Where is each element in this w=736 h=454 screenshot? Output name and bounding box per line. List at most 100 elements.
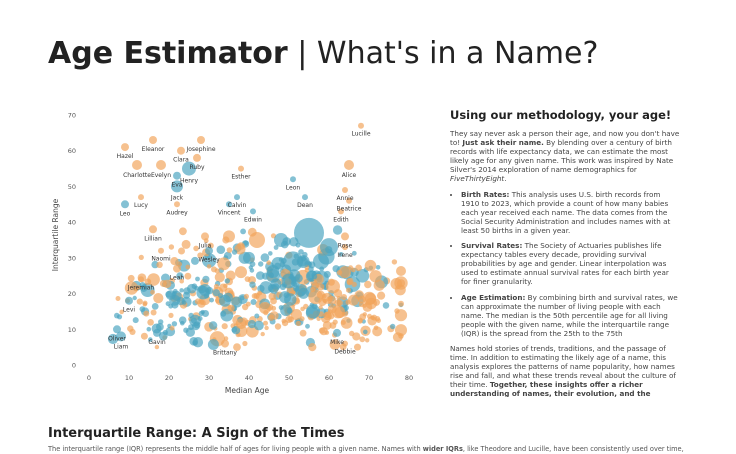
bubble-point — [298, 249, 304, 255]
bubble-point — [214, 272, 225, 283]
bubble-point — [231, 327, 237, 333]
bubble-point — [170, 257, 179, 266]
name-label: Eleanor — [142, 146, 165, 153]
bubble-point — [235, 266, 247, 279]
name-point — [149, 136, 157, 144]
bubble-point — [168, 312, 174, 318]
name-label: Julia — [198, 242, 212, 249]
name-label: Wesley — [198, 257, 220, 264]
methodology-list: Birth Rates: This analysis uses U.S. bir… — [450, 190, 680, 338]
name-point — [338, 208, 344, 215]
bubble-point — [340, 317, 353, 329]
bubble-point — [339, 266, 351, 279]
name-label: Debbie — [334, 349, 356, 356]
bubble-point — [168, 244, 175, 250]
name-label: Levi — [123, 307, 135, 314]
name-point — [113, 325, 121, 334]
x-tick-label: 10 — [125, 374, 133, 382]
name-point — [177, 146, 185, 155]
bubble-point — [154, 344, 160, 350]
bubble-point — [224, 278, 230, 284]
name-label: Mike — [330, 339, 344, 346]
bubble-point — [306, 304, 320, 319]
bubble-point — [290, 309, 302, 321]
closing-text: Names hold stories of trends, traditions… — [450, 343, 676, 390]
name-point — [138, 276, 144, 283]
name-label: Clara — [173, 157, 189, 164]
name-point — [173, 171, 181, 180]
bubble-point — [346, 279, 353, 286]
name-point — [342, 244, 348, 251]
bubble-point — [147, 319, 154, 326]
bullet-label: Birth Rates: — [461, 189, 510, 199]
bubble-point — [140, 284, 148, 292]
y-tick-label: 0 — [72, 362, 76, 370]
bubble-point — [179, 227, 187, 236]
bullet-label: Survival Rates: — [461, 241, 523, 251]
bubble-point — [184, 272, 192, 280]
bubble-point — [185, 264, 191, 270]
name-label: Audrey — [166, 209, 188, 216]
page-title: Age Estimator | What's in a Name? — [48, 34, 598, 74]
name-label: Hazel — [117, 153, 134, 160]
name-point — [138, 194, 144, 201]
bubble-point — [178, 247, 185, 255]
iqr-text-a: The interquartile range (IQR) represents… — [48, 445, 421, 453]
name-label: Brittany — [213, 350, 237, 357]
bubble-point — [221, 323, 228, 330]
bubble-point — [253, 292, 260, 299]
bubble-point — [357, 318, 363, 324]
bubble-point — [279, 291, 291, 304]
bubble-point — [340, 294, 347, 301]
bubble-point — [194, 285, 199, 291]
bubble-point — [219, 294, 231, 307]
bubble-point — [346, 287, 351, 293]
name-point — [290, 176, 296, 183]
name-point — [197, 136, 205, 144]
bubble-point — [286, 307, 293, 314]
bubble-point — [398, 300, 404, 307]
bullet-text: This analysis uses U.S. birth records fr… — [461, 189, 671, 235]
bubble-point — [202, 275, 210, 283]
bubble-point — [150, 309, 157, 316]
bubble-point — [247, 320, 256, 329]
bubble-point — [168, 303, 174, 309]
bubble-point — [243, 293, 249, 299]
name-label: Edith — [333, 216, 349, 223]
intro-source: FiveThirtyEight — [450, 174, 505, 184]
bubble-point — [169, 294, 181, 306]
bubble-point — [213, 283, 219, 290]
methodology-panel: Using our methodology, your age! They sa… — [450, 108, 680, 397]
bubble-point — [176, 272, 184, 280]
axes-layer: 0 10 20 30 40 50 60 70 80 0 10 20 30 40 50 60 70 — [68, 112, 413, 383]
bubble-point — [331, 305, 345, 319]
name-point — [158, 247, 164, 254]
x-tick-label: 80 — [405, 374, 413, 382]
y-axis-title: Interquartile Range — [51, 198, 60, 271]
name-label: Liam — [114, 343, 129, 350]
bubble-point — [283, 251, 303, 272]
bubble-point — [391, 259, 398, 265]
bubble-point — [354, 343, 361, 351]
name-point — [234, 194, 240, 201]
bubble-point — [199, 284, 211, 296]
bubble-point — [138, 254, 144, 260]
bubble-point — [249, 281, 256, 288]
bubble-point — [115, 296, 121, 301]
y-tick-label: 30 — [68, 254, 76, 262]
iqr-text-bold: wider IQRs — [422, 445, 463, 453]
bubble-point — [375, 265, 381, 270]
bubble-point — [223, 283, 228, 289]
bubble-point — [242, 340, 248, 347]
x-tick-label: 20 — [165, 374, 173, 382]
bubble-point — [281, 318, 287, 324]
name-point — [342, 187, 348, 193]
bubble-point — [231, 249, 238, 255]
bubble-point — [329, 339, 341, 350]
bubble-point — [107, 333, 119, 345]
bubble-point — [124, 281, 139, 295]
name-point — [153, 328, 161, 337]
bubble-point — [147, 273, 160, 286]
bubble-point — [195, 276, 200, 282]
name-point — [173, 264, 181, 273]
